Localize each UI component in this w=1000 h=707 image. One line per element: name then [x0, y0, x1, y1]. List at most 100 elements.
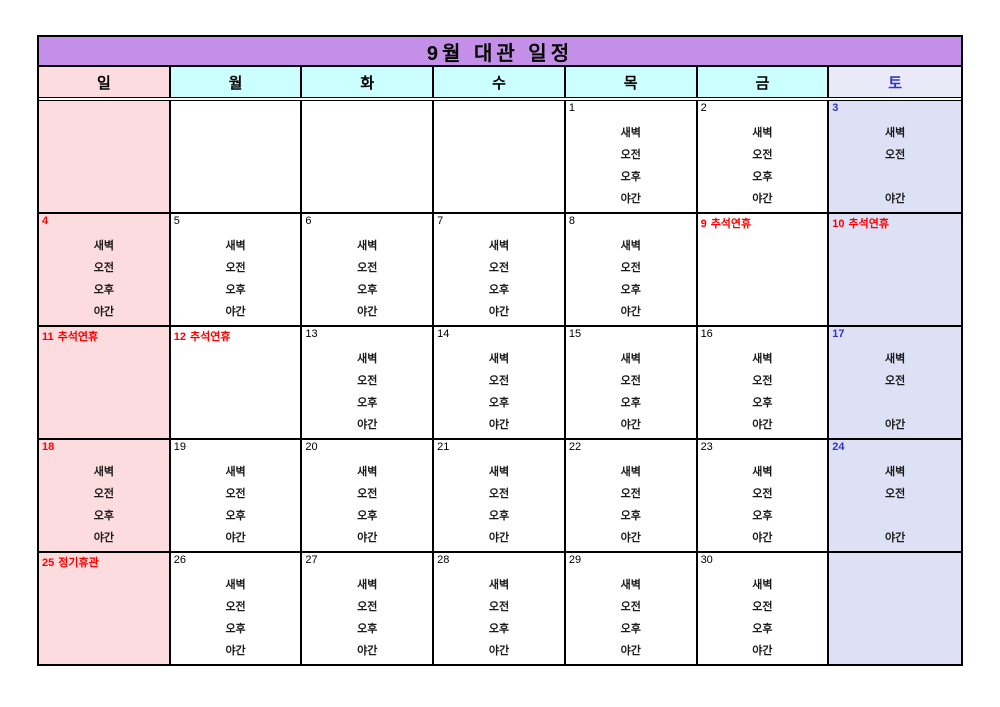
time-slot-label: 야간: [620, 419, 641, 431]
day-cell-14: 14 새벽 오전 오후 야간: [434, 327, 566, 438]
day-cell-21: 21 새벽 오전 오후 야간: [434, 440, 566, 551]
day-line: 27: [305, 554, 317, 566]
time-slot-label: 오전: [225, 601, 246, 613]
day-line: 3: [832, 102, 838, 114]
day-number: 18: [42, 441, 55, 453]
day-number: 24: [832, 441, 845, 453]
time-slot-label: 야간: [488, 306, 510, 318]
day-cell-23: 23 새벽 오전 오후 야간: [697, 440, 830, 551]
time-slot-label: 오후: [620, 171, 641, 183]
week-row-3: 11 추석연휴 12 추석연휴 13 새벽 오전 오후 야간 14 새벽 오전 오후 야간 15 새벽 오전 오후…: [39, 327, 961, 440]
time-slot-label: 야간: [752, 419, 773, 431]
time-slot-label: 오전: [620, 375, 641, 387]
time-slot-label: 새벽: [488, 579, 510, 591]
day-number: 27: [305, 554, 318, 566]
time-slot-label: 새벽: [357, 466, 378, 478]
time-slot-label: 오전: [93, 488, 114, 500]
weekday-header-monday: 월: [170, 67, 303, 97]
time-slot-list: 새벽 오전 오후 야간: [171, 574, 301, 662]
day-cell-empty: [829, 553, 961, 664]
day-line: 9 추석연휴: [701, 215, 752, 231]
day-cell-17: 17 새벽 오전 야간: [829, 327, 961, 438]
time-slot-label: 오전: [357, 262, 378, 274]
day-line: 25 정기휴관: [42, 554, 99, 570]
day-cell-12: 12 추석연휴: [170, 327, 303, 438]
day-line: 5: [174, 215, 180, 227]
time-slot-label: 새벽: [225, 579, 246, 591]
time-slot-label: 오전: [93, 262, 114, 274]
time-slot-list: 새벽 오전 오후 야간: [698, 122, 828, 210]
time-slot-list: 새벽 오전 야간: [829, 122, 961, 210]
day-cell-empty: [170, 101, 303, 212]
time-slot-label: 야간: [357, 645, 378, 657]
time-slot-list: 새벽 오전 오후 야간: [171, 235, 301, 323]
day-cell-5: 5 새벽 오전 오후 야간: [170, 214, 303, 325]
time-slot-label: 새벽: [885, 466, 906, 478]
day-number: 6: [305, 215, 312, 227]
day-cell-empty: [434, 101, 566, 212]
day-line: 19: [174, 441, 186, 453]
time-slot-label: 오후: [93, 510, 114, 522]
day-number: 12: [173, 331, 186, 343]
time-slot-label: 오후: [752, 171, 773, 183]
day-number: 29: [568, 554, 582, 566]
time-slot-label: 야간: [620, 306, 641, 318]
time-slot-label: 오후: [488, 623, 510, 635]
time-slot-label: 새벽: [752, 466, 773, 478]
day-cell-26: 26 새벽 오전 오후 야간: [170, 553, 303, 664]
day-number: 4: [42, 215, 49, 227]
day-cell-8: 8 새벽 오전 오후 야간: [565, 214, 698, 325]
weekday-header-friday: 금: [697, 67, 830, 97]
time-slot-label: 야간: [225, 532, 246, 544]
time-slot-label: 야간: [357, 532, 378, 544]
day-cell-20: 20 새벽 오전 오후 야간: [302, 440, 435, 551]
day-number: 26: [173, 554, 186, 566]
day-cell-15: 15 새벽 오전 오후 야간: [565, 327, 698, 438]
day-cell-7: 7 새벽 오전 오후 야간: [434, 214, 566, 325]
time-slot-label: 야간: [620, 532, 641, 544]
time-slot-label: 오후: [225, 623, 246, 635]
day-cell-29: 29 새벽 오전 오후 야간: [565, 553, 698, 664]
time-slot-list: 새벽 오전 오후 야간: [171, 461, 301, 549]
time-slot-list: 새벽 오전 오후 야간: [434, 574, 564, 662]
day-line: 4: [42, 215, 48, 227]
holiday-note: 추석연휴: [848, 218, 890, 230]
time-slot-label: 새벽: [885, 353, 906, 365]
time-slot-label: 오후: [357, 284, 378, 296]
time-slot-label: 오전: [885, 488, 906, 500]
day-cell-25: 25 정기휴관: [39, 553, 171, 664]
time-slot-label: 새벽: [620, 240, 641, 252]
day-number: 15: [568, 328, 582, 340]
time-slot-label: 오전: [752, 601, 773, 613]
time-slot-label: 새벽: [357, 579, 378, 591]
time-slot-empty: [829, 166, 961, 188]
time-slot-list: 새벽 오전 오후 야간: [566, 235, 696, 323]
day-line: 10 추석연휴: [832, 215, 889, 231]
time-slot-label: 새벽: [93, 466, 114, 478]
day-cell-10: 10 추석연휴: [829, 214, 961, 325]
time-slot-label: 오후: [357, 510, 378, 522]
time-slot-label: 야간: [752, 193, 773, 205]
rental-schedule-calendar: 9월 대관 일정 일 월 화 수 목 금 토 1 새벽 오전 오후 야간 2 새벽 오전 오후 야…: [37, 35, 963, 666]
day-line: 17: [832, 328, 844, 340]
day-cell-empty: [39, 101, 171, 212]
time-slot-label: 새벽: [357, 240, 378, 252]
time-slot-label: 새벽: [752, 127, 773, 139]
day-line: 26: [174, 554, 186, 566]
day-line: 29: [569, 554, 581, 566]
time-slot-label: 오전: [488, 375, 510, 387]
time-slot-label: 야간: [357, 306, 378, 318]
time-slot-list: 새벽 오전 오후 야간: [434, 461, 564, 549]
day-line: 6: [305, 215, 311, 227]
time-slot-list: 새벽 오전 오후 야간: [302, 574, 432, 662]
time-slot-label: 야간: [488, 645, 510, 657]
time-slot-label: 오전: [752, 488, 773, 500]
time-slot-label: 새벽: [752, 579, 773, 591]
time-slot-label: 야간: [488, 419, 510, 431]
week-row-5: 25 정기휴관 26 새벽 오전 오후 야간 27 새벽 오전 오후 야간 28 새벽 오전 오후 야간 29 새벽…: [39, 553, 961, 664]
day-number: 16: [700, 328, 713, 340]
time-slot-label: 새벽: [620, 466, 641, 478]
time-slot-label: 오전: [225, 488, 246, 500]
time-slot-label: 야간: [620, 645, 641, 657]
day-number: 14: [437, 328, 450, 340]
